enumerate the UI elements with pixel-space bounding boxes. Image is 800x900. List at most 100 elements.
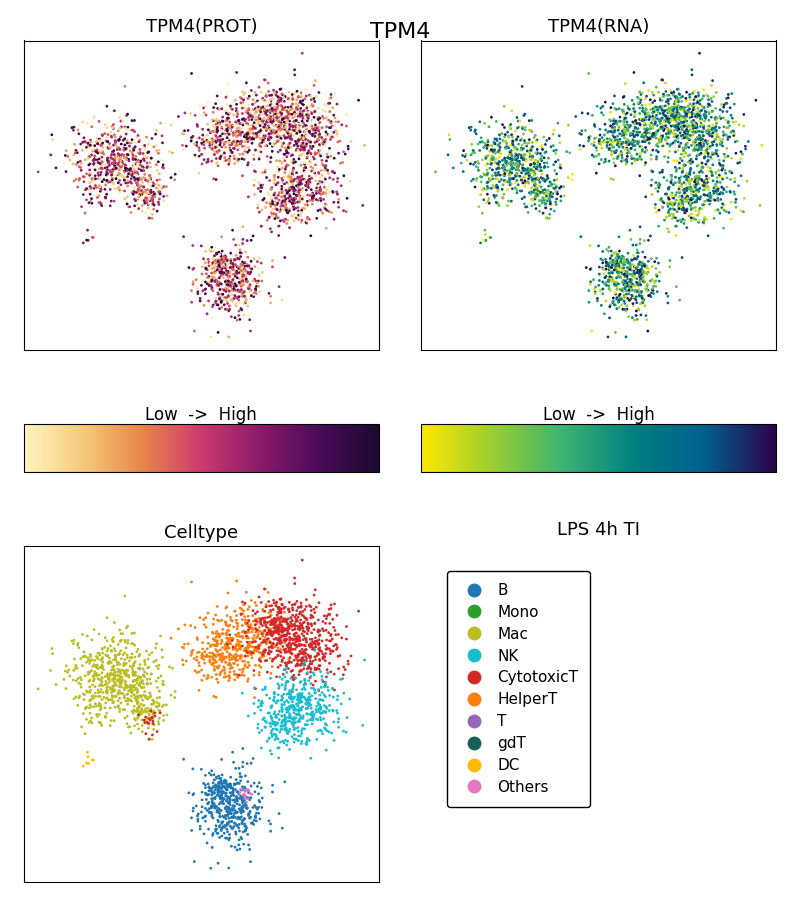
- Point: [702, 135, 714, 149]
- Point: [222, 636, 235, 651]
- Point: [498, 166, 510, 181]
- Point: [238, 291, 251, 305]
- Point: [479, 228, 492, 242]
- Point: [294, 674, 307, 688]
- Point: [231, 785, 244, 799]
- Point: [290, 189, 303, 203]
- Point: [498, 134, 511, 148]
- Point: [78, 206, 91, 220]
- Point: [262, 625, 275, 639]
- Point: [550, 166, 563, 181]
- Point: [312, 123, 325, 138]
- Point: [124, 144, 137, 158]
- Point: [289, 98, 302, 112]
- Point: [271, 219, 284, 233]
- Point: [726, 86, 738, 101]
- Point: [198, 827, 210, 842]
- Point: [276, 112, 289, 126]
- Point: [716, 139, 729, 153]
- Point: [142, 183, 154, 197]
- Point: [235, 806, 248, 820]
- Point: [184, 106, 197, 121]
- Point: [227, 141, 240, 156]
- Point: [130, 175, 143, 189]
- Point: [504, 162, 517, 176]
- Point: [262, 594, 275, 608]
- Point: [243, 636, 256, 651]
- Point: [89, 144, 102, 158]
- Point: [300, 652, 313, 666]
- Point: [554, 179, 567, 194]
- Point: [269, 109, 282, 123]
- Point: [647, 118, 660, 132]
- Point: [632, 257, 645, 272]
- Point: [309, 636, 322, 651]
- Point: [115, 674, 128, 688]
- Point: [205, 806, 218, 820]
- Point: [224, 819, 237, 833]
- Point: [320, 742, 333, 757]
- Point: [198, 617, 210, 632]
- Point: [606, 140, 618, 155]
- Point: [584, 238, 597, 253]
- Point: [686, 183, 699, 197]
- Point: [154, 186, 166, 201]
- Point: [622, 246, 634, 260]
- Point: [702, 122, 714, 137]
- Point: [537, 172, 550, 186]
- Point: [283, 630, 296, 644]
- Point: [253, 590, 266, 604]
- Point: [538, 130, 550, 144]
- Point: [86, 138, 98, 152]
- Point: [294, 707, 306, 722]
- Point: [224, 123, 237, 138]
- Point: [598, 266, 610, 281]
- Point: [689, 121, 702, 135]
- Point: [734, 145, 747, 159]
- Point: [212, 787, 225, 801]
- Point: [269, 196, 282, 211]
- Point: [206, 263, 218, 277]
- Point: [345, 134, 358, 148]
- Point: [239, 782, 252, 796]
- Point: [676, 192, 689, 206]
- Point: [242, 118, 255, 132]
- Point: [262, 210, 275, 224]
- Point: [661, 98, 674, 112]
- Point: [230, 127, 242, 141]
- Point: [75, 157, 88, 171]
- Point: [225, 256, 238, 270]
- Point: [122, 619, 134, 634]
- Point: [698, 101, 710, 115]
- Point: [521, 136, 534, 150]
- Point: [491, 195, 504, 210]
- Point: [223, 299, 236, 313]
- Point: [714, 109, 726, 123]
- Point: [293, 687, 306, 701]
- Point: [288, 652, 301, 667]
- Point: [710, 128, 722, 142]
- Point: [210, 667, 222, 681]
- Point: [304, 654, 317, 669]
- Point: [600, 256, 613, 270]
- Point: [645, 178, 658, 193]
- Point: [712, 163, 725, 177]
- Point: [247, 633, 260, 647]
- Point: [202, 630, 214, 644]
- Point: [715, 170, 728, 184]
- Point: [720, 141, 733, 156]
- Point: [306, 185, 319, 200]
- Point: [666, 168, 678, 183]
- Point: [300, 632, 313, 646]
- Point: [698, 137, 710, 151]
- Point: [250, 630, 263, 644]
- Point: [616, 248, 629, 263]
- Point: [306, 189, 319, 203]
- Point: [598, 128, 611, 142]
- Point: [332, 720, 345, 734]
- Point: [697, 183, 710, 197]
- Point: [634, 106, 646, 121]
- Point: [218, 146, 231, 160]
- Point: [546, 177, 558, 192]
- Point: [619, 120, 632, 134]
